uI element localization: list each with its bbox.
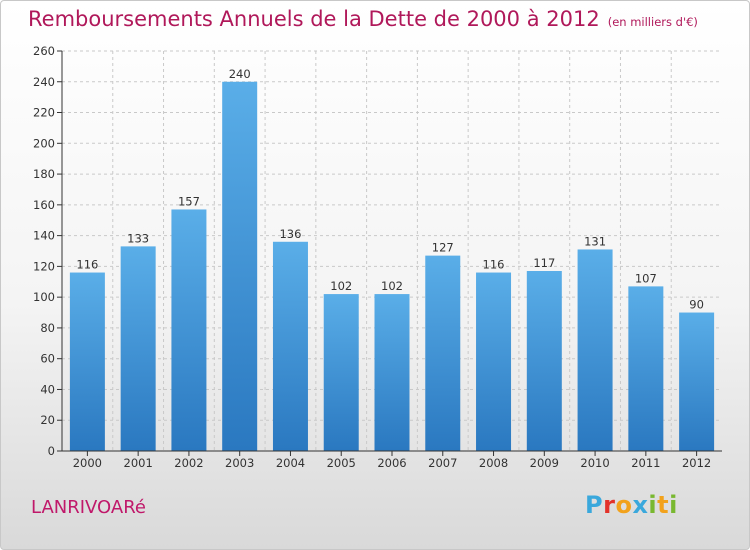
x-tick-label: 2005	[327, 456, 356, 470]
bar	[120, 246, 156, 451]
data-label: 116	[76, 258, 98, 272]
logo-letter: x	[632, 491, 649, 519]
bar	[577, 249, 613, 451]
x-tick-label: 2003	[225, 456, 254, 470]
y-tick-label: 20	[40, 413, 55, 427]
x-tick-label: 2010	[580, 456, 609, 470]
data-label: 116	[483, 258, 505, 272]
bar	[526, 271, 562, 451]
data-label: 240	[229, 67, 251, 81]
data-label: 102	[381, 279, 403, 293]
x-tick-label: 2000	[73, 456, 102, 470]
bar	[679, 312, 715, 451]
bar	[171, 209, 207, 451]
x-tick-label: 2006	[377, 456, 406, 470]
logo-letter: r	[603, 491, 616, 519]
bar	[272, 241, 308, 451]
bar	[69, 272, 105, 451]
bar	[476, 272, 512, 451]
y-tick-label: 80	[40, 321, 55, 335]
y-tick-label: 140	[33, 229, 55, 243]
bar	[425, 255, 461, 451]
x-tick-label: 2008	[479, 456, 508, 470]
title-text: Remboursements Annuels de la Dette de 20…	[28, 7, 600, 31]
y-tick-label: 60	[40, 352, 55, 366]
axes	[57, 50, 722, 456]
bar	[374, 294, 410, 451]
bar	[628, 286, 664, 451]
commune-name: LANRIVOARé	[31, 497, 146, 518]
x-tick-label: 2002	[174, 456, 203, 470]
data-label: 136	[279, 227, 301, 241]
logo-letter: i	[648, 491, 658, 519]
bar	[323, 294, 359, 451]
data-label: 127	[432, 241, 454, 255]
x-tick-label: 2009	[530, 456, 559, 470]
y-tick-label: 240	[33, 75, 55, 89]
data-label: 133	[127, 231, 149, 245]
x-tick-label: 2012	[682, 456, 711, 470]
x-tick-label: 2001	[124, 456, 153, 470]
data-label: 102	[330, 279, 352, 293]
y-tick-label: 220	[33, 106, 55, 120]
x-tick-label: 2011	[631, 456, 660, 470]
y-tick-label: 180	[33, 167, 55, 181]
data-label: 90	[689, 298, 704, 312]
x-tick-label: 2004	[276, 456, 305, 470]
chart-title: Remboursements Annuels de la Dette de 20…	[28, 7, 698, 31]
bars	[69, 81, 715, 452]
proxiti-logo: Proxiti	[585, 491, 678, 519]
labels: 0 20 40 60 80 100 120 140 160 180 200 220 240 260 116 2…	[33, 44, 711, 470]
y-tick-label: 40	[40, 382, 55, 396]
y-tick-label: 200	[33, 136, 55, 150]
y-tick-label: 0	[48, 444, 55, 458]
data-label: 157	[178, 194, 200, 208]
logo-letter: i	[669, 491, 678, 519]
logo-letter: P	[585, 491, 604, 519]
y-tick-label: 100	[33, 290, 55, 304]
x-tick-label: 2007	[428, 456, 457, 470]
bar	[222, 81, 258, 452]
y-tick-label: 120	[33, 259, 55, 273]
title-unit: (en milliers d'€)	[607, 15, 698, 29]
y-tick-label: 260	[33, 44, 55, 58]
logo-letter: o	[615, 491, 633, 519]
logo-letter: t	[657, 491, 670, 519]
data-label: 107	[635, 271, 657, 285]
data-label: 117	[533, 256, 555, 270]
y-tick-label: 160	[33, 198, 55, 212]
data-label: 131	[584, 234, 606, 248]
